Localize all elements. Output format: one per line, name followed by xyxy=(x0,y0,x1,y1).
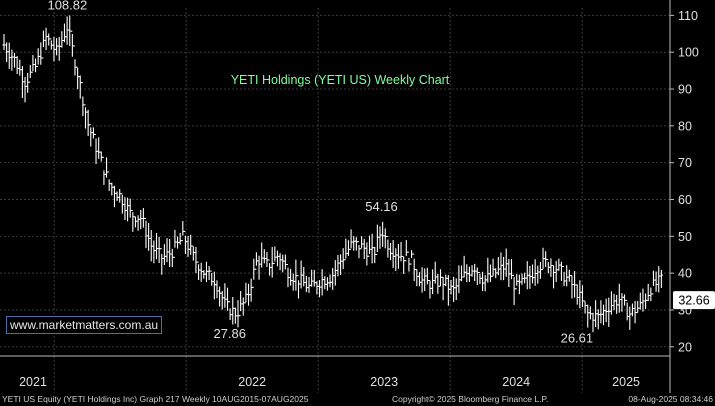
x-tick-label: 2021 xyxy=(19,375,47,389)
y-tick-label: 20 xyxy=(678,340,692,354)
last-price-label: 32.66 xyxy=(678,294,709,308)
y-tick-label: 110 xyxy=(678,9,698,23)
x-tick-label: 2025 xyxy=(612,375,640,389)
price-annotation: 27.86 xyxy=(213,326,246,341)
x-tick-label: 2023 xyxy=(370,375,398,389)
watermark-label: www.marketmatters.com.au xyxy=(6,316,163,334)
y-tick-label: 40 xyxy=(678,267,692,281)
price-annotation: 26.61 xyxy=(561,330,594,345)
y-tick-label: 80 xyxy=(678,119,692,133)
x-tick-label: 2024 xyxy=(502,375,530,389)
y-tick-label: 60 xyxy=(678,193,692,207)
y-tick-label: 90 xyxy=(678,83,692,97)
price-bars xyxy=(2,15,663,333)
price-annotation: 54.16 xyxy=(365,199,398,214)
y-tick-label: 70 xyxy=(678,156,692,170)
chart-title: YETI Holdings (YETI US) Weekly Chart xyxy=(231,73,450,87)
footer-timestamp: 08-Aug-2025 08:34:46 xyxy=(628,394,713,404)
footer-security-info: YETI US Equity (YETI Holdings Inc) Graph… xyxy=(2,394,309,404)
footer-copyright: Copyright© 2025 Bloomberg Finance L.P. xyxy=(392,394,549,404)
x-axis: 2021 2022 2023 2024 2025 xyxy=(0,355,670,389)
y-tick-label: 100 xyxy=(678,46,699,60)
price-annotation: 108.82 xyxy=(47,0,87,13)
last-price-badge xyxy=(673,291,715,310)
y-tick-label: 50 xyxy=(678,230,692,244)
footer-bar: YETI US Equity (YETI Holdings Inc) Graph… xyxy=(0,393,715,406)
annotations: 108.82 27.86 54.16 26.61 32.66 xyxy=(47,0,715,345)
x-tick-label: 2022 xyxy=(238,375,266,389)
